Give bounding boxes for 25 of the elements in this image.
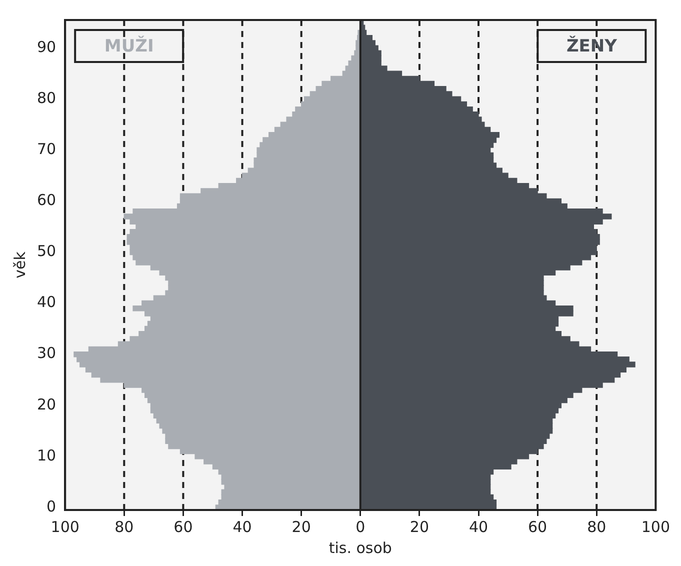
x-tick-label: 60 [174,518,193,536]
x-tick-label: 40 [468,518,488,536]
y-tick-label: 10 [36,446,56,464]
y-tick-label: 50 [36,242,56,260]
y-tick-label: 0 [46,497,56,516]
x-tick-label: 20 [410,518,429,536]
y-tick-label: 30 [36,344,56,362]
x-tick-label: 100 [641,518,670,536]
y-tick-label: 90 [36,38,56,56]
x-tick-label: 80 [114,518,134,536]
y-tick-label: 70 [36,140,56,158]
y-tick-label: 40 [36,293,56,312]
x-axis-title: tis. osob [328,538,392,557]
y-tick-label: 60 [36,191,56,210]
x-tick-label: 0 [356,518,366,536]
text: MUŽI [104,35,154,56]
x-tick-label: 20 [292,518,311,536]
y-axis-title: věk [10,251,29,278]
x-tick-label: 100 [50,518,80,536]
y-tick-label: 80 [36,89,56,108]
x-tick-label: 60 [528,518,548,536]
x-tick-label: 80 [587,518,606,536]
text: ŽENY [566,35,618,56]
x-tick-label: 40 [232,518,252,536]
y-tick-label: 20 [36,395,56,414]
